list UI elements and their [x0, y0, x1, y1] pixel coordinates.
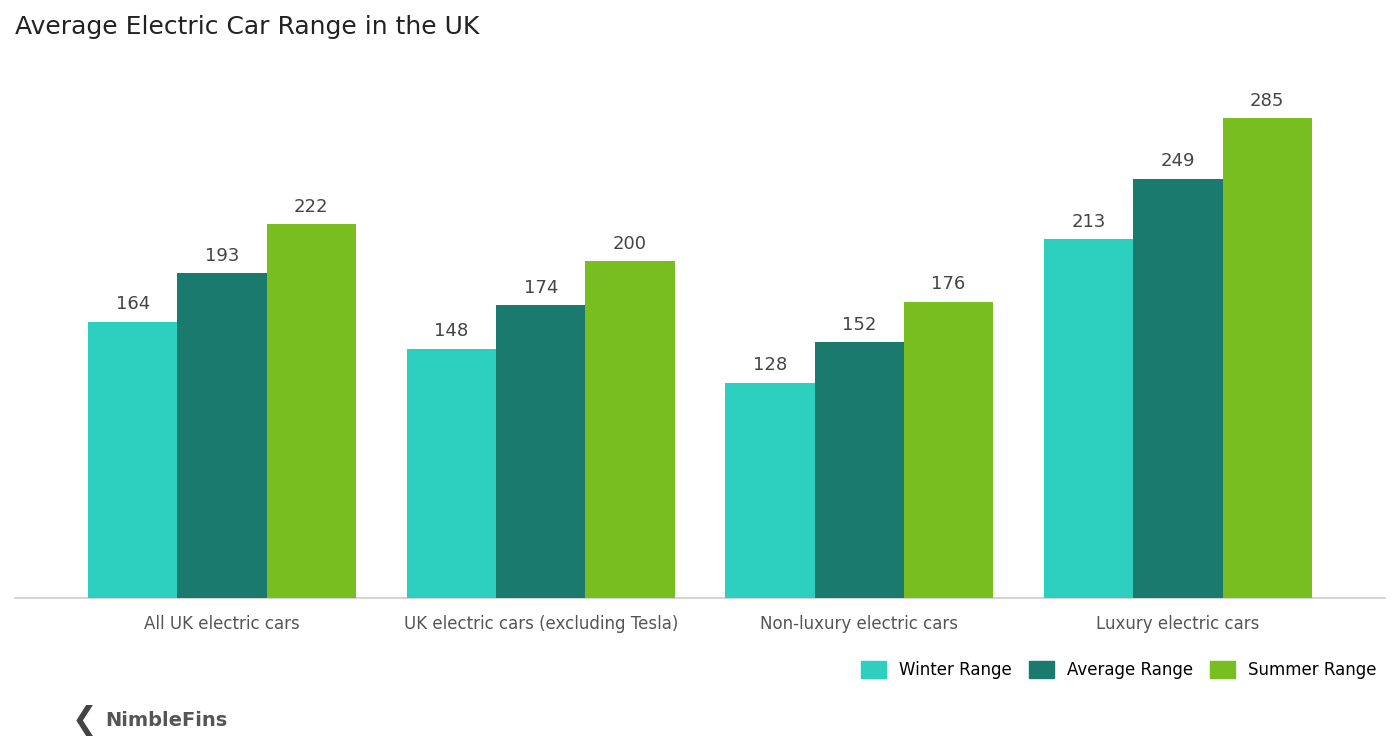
Text: 193: 193	[204, 246, 239, 265]
Bar	[266, 224, 356, 598]
Text: 148: 148	[434, 322, 469, 340]
Bar	[904, 301, 993, 598]
Bar	[496, 305, 585, 598]
Bar	[1044, 240, 1134, 598]
Legend: Winter Range, Average Range, Summer Range: Winter Range, Average Range, Summer Rang…	[861, 661, 1376, 679]
Bar	[725, 382, 815, 598]
Text: Average Electric Car Range in the UK: Average Electric Car Range in the UK	[15, 15, 479, 39]
Bar	[88, 322, 178, 598]
Text: 285: 285	[1250, 92, 1284, 109]
Text: NimbleFins: NimbleFins	[105, 711, 227, 730]
Text: 249: 249	[1161, 153, 1196, 170]
Text: 152: 152	[843, 315, 876, 333]
Bar	[407, 349, 496, 598]
Text: 174: 174	[524, 278, 557, 297]
Text: 200: 200	[613, 235, 647, 253]
Bar	[585, 261, 675, 598]
Bar	[1134, 179, 1222, 598]
Text: 164: 164	[116, 295, 150, 313]
Text: 213: 213	[1071, 213, 1106, 231]
Text: 222: 222	[294, 198, 329, 216]
Text: ❮: ❮	[71, 705, 97, 736]
Text: 128: 128	[753, 356, 787, 374]
Bar	[815, 342, 904, 598]
Text: 176: 176	[931, 275, 966, 293]
Bar	[178, 273, 266, 598]
Bar	[1222, 118, 1312, 598]
